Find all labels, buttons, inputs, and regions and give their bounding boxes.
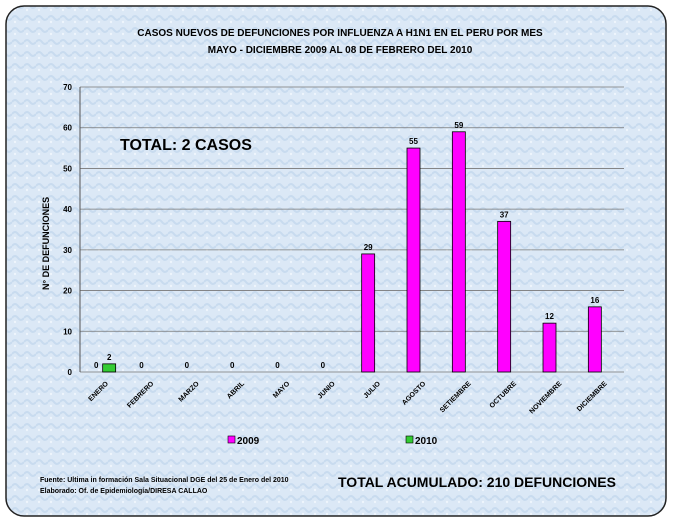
y-axis-label: N° DE DEFUNCIONES <box>41 197 51 290</box>
bar <box>102 363 117 373</box>
y-tick-label: 70 <box>63 83 72 92</box>
legend-label: 2009 <box>237 436 260 447</box>
data-label: 2 <box>107 353 112 362</box>
data-label: 16 <box>590 296 599 305</box>
data-label: 0 <box>275 361 280 370</box>
data-label: 55 <box>409 137 418 146</box>
bar <box>406 147 421 373</box>
y-tick-label: 20 <box>63 287 72 296</box>
annotation: TOTAL ACUMULADO: 210 DEFUNCIONES <box>338 474 616 490</box>
y-tick-label: 30 <box>63 246 72 255</box>
legend-swatch <box>405 435 414 444</box>
data-label: 0 <box>185 361 190 370</box>
bar <box>451 131 466 373</box>
source: Fuente: Ultima in formación Sala Situaci… <box>40 477 289 484</box>
y-tick-label: 40 <box>63 205 72 214</box>
legend-swatch <box>227 435 236 444</box>
chart-subtitle: MAYO - DICIEMBRE 2009 AL 08 DE FEBRERO D… <box>208 45 473 56</box>
data-label: 0 <box>139 361 144 370</box>
bar <box>497 220 512 373</box>
y-tick-label: 10 <box>63 327 72 336</box>
data-label: 0 <box>230 361 235 370</box>
legend-label: 2010 <box>415 436 438 447</box>
source: Elaborado: Of. de Epidemiología/DIRESA C… <box>40 488 208 495</box>
bar <box>361 253 376 373</box>
y-tick-label: 60 <box>63 124 72 133</box>
y-tick-label: 0 <box>68 368 73 377</box>
data-label: 37 <box>500 210 509 219</box>
data-label: 0 <box>321 361 326 370</box>
bar <box>587 306 602 373</box>
bar <box>542 322 557 373</box>
y-tick-label: 50 <box>63 164 72 173</box>
data-label: 12 <box>545 312 554 321</box>
annotation: TOTAL: 2 CASOS <box>120 137 252 154</box>
data-label: 29 <box>364 243 373 252</box>
frame <box>5 5 667 517</box>
data-label: 59 <box>454 121 463 130</box>
data-label: 0 <box>94 361 99 370</box>
chart-title: CASOS NUEVOS DE DEFUNCIONES POR INFLUENZ… <box>137 28 543 39</box>
